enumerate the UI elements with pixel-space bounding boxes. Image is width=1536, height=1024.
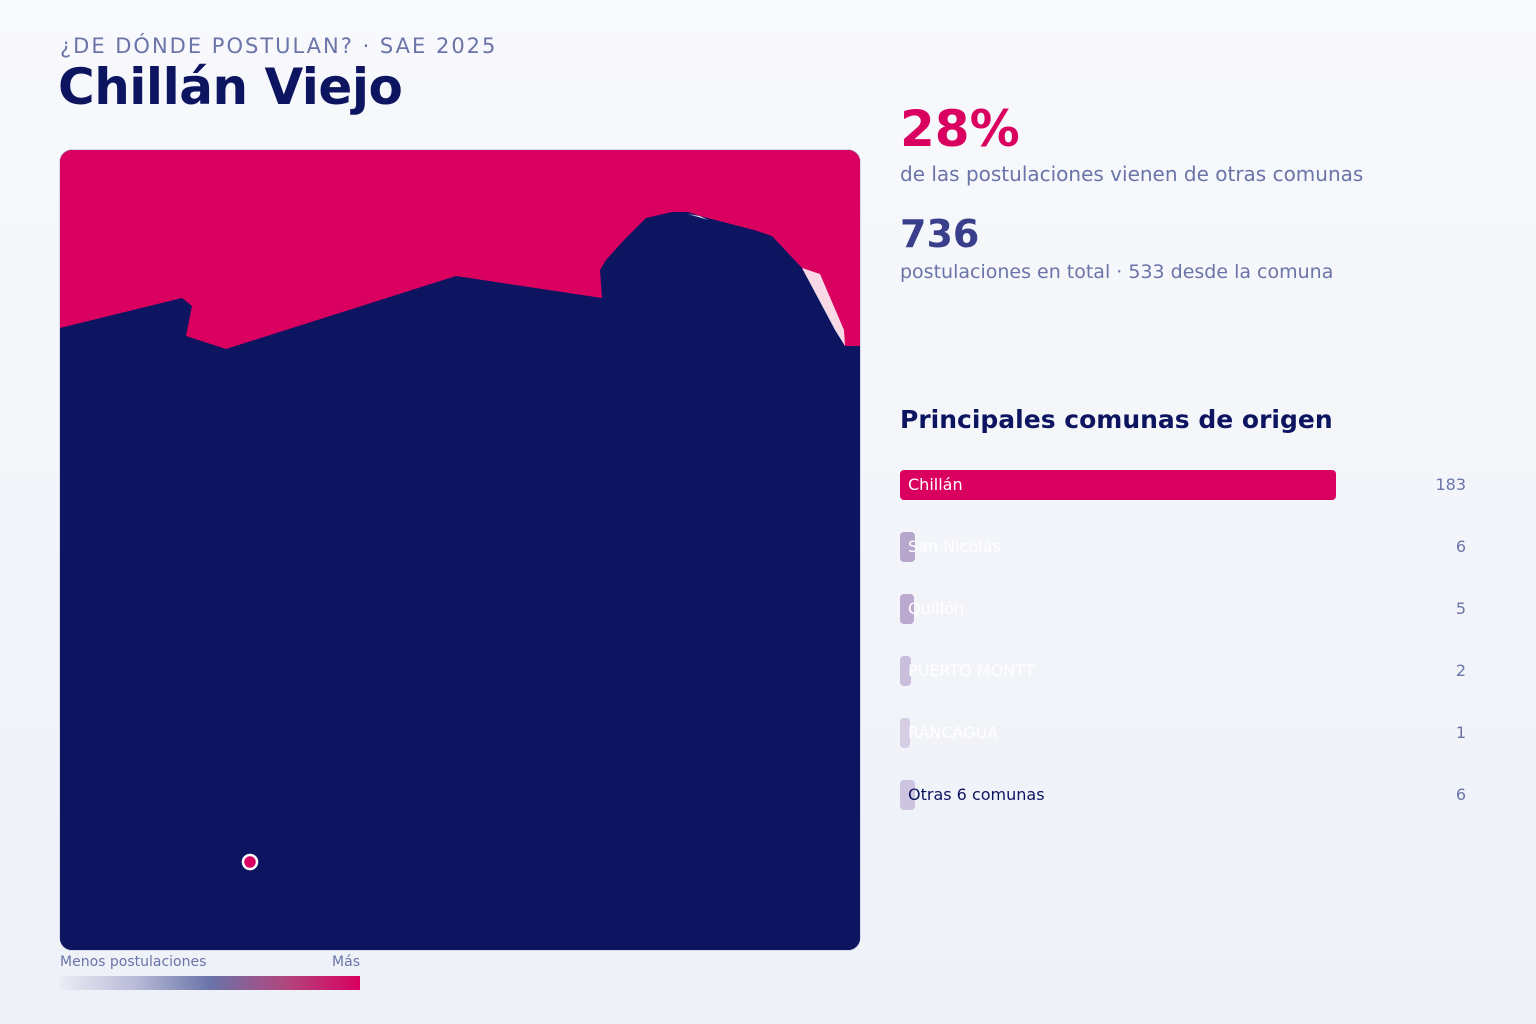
neighbor-region-chillan[interactable] bbox=[60, 150, 860, 349]
origin-count: 183 bbox=[1435, 475, 1466, 494]
origin-row[interactable]: Quillón 5 bbox=[900, 594, 1466, 624]
origin-name: PUERTO MONTT bbox=[908, 661, 1035, 680]
school-location-marker[interactable] bbox=[241, 853, 259, 871]
origin-name: Quillón bbox=[908, 599, 964, 618]
origin-bar bbox=[900, 594, 914, 624]
legend-labels: Menos postulaciones Más bbox=[60, 954, 360, 970]
origin-bar bbox=[900, 532, 915, 562]
origin-row[interactable]: Chillán 183 bbox=[900, 470, 1466, 500]
origin-row[interactable]: RANCAGUA 1 bbox=[900, 718, 1466, 748]
origins-list: Chillán 183 San Nicolás 6 Quillón 5 PUERTO MON… bbox=[900, 470, 1466, 842]
total-label: postulaciones en total · 533 desde la co… bbox=[900, 261, 1334, 283]
origin-bar bbox=[900, 656, 911, 686]
origin-bar bbox=[900, 470, 1336, 500]
origin-row[interactable]: San Nicolás 6 bbox=[900, 532, 1466, 562]
origin-count: 5 bbox=[1455, 599, 1466, 618]
origin-count: 6 bbox=[1455, 537, 1466, 556]
origin-row[interactable]: Otras 6 comunas 6 bbox=[900, 780, 1466, 810]
origin-name: RANCAGUA bbox=[908, 723, 999, 742]
pct-other-label: de las postulaciones vienen de otras com… bbox=[900, 162, 1364, 186]
total-value: 736 bbox=[900, 212, 980, 256]
origin-row[interactable]: PUERTO MONTT 2 bbox=[900, 656, 1466, 686]
page-eyebrow: ¿DE DÓNDE POSTULAN? · SAE 2025 bbox=[60, 34, 498, 58]
legend-low-label: Menos postulaciones bbox=[60, 954, 207, 970]
page-title: Chillán Viejo bbox=[58, 58, 403, 116]
origin-map[interactable] bbox=[60, 150, 860, 950]
origin-bar bbox=[900, 718, 910, 748]
neighbor-region-north-east bbox=[802, 268, 845, 346]
map-svg bbox=[60, 150, 860, 950]
legend-high-label: Más bbox=[332, 954, 360, 970]
neighbor-region-top-edge bbox=[688, 214, 708, 220]
origin-name: Otras 6 comunas bbox=[908, 785, 1045, 804]
origin-count: 6 bbox=[1455, 785, 1466, 804]
origin-name: San Nicolás bbox=[908, 537, 1001, 556]
origin-bar bbox=[900, 780, 915, 810]
origins-title: Principales comunas de origen bbox=[900, 405, 1333, 434]
map-legend: Menos postulaciones Más bbox=[60, 954, 360, 990]
legend-gradient bbox=[60, 976, 360, 990]
pct-other-value: 28% bbox=[900, 100, 1020, 158]
origin-name: Chillán bbox=[908, 475, 963, 494]
origin-count: 2 bbox=[1455, 661, 1466, 680]
origin-count: 1 bbox=[1455, 723, 1466, 742]
